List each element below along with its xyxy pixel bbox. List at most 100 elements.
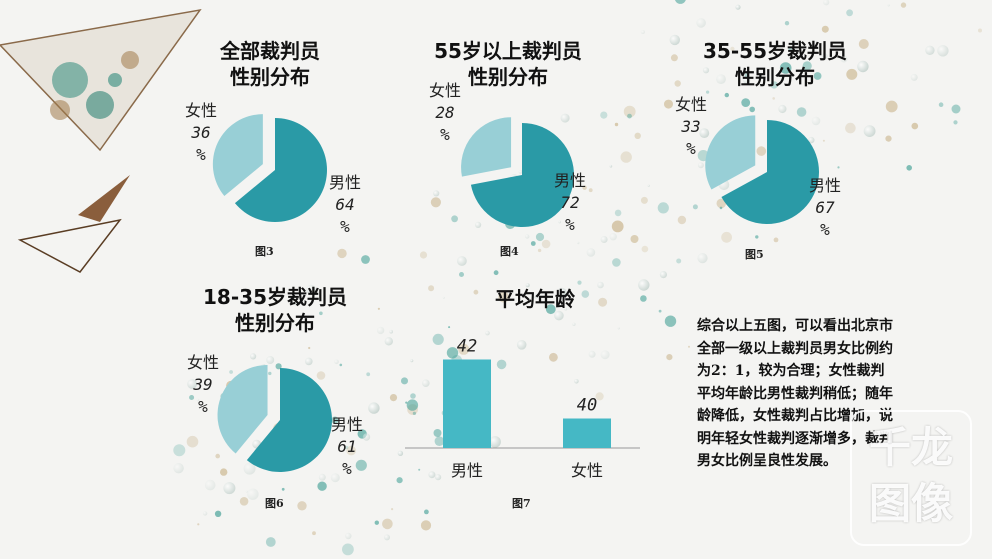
bubble xyxy=(339,363,343,367)
pie-slice-female xyxy=(461,117,512,177)
bubble xyxy=(574,379,579,384)
bubble xyxy=(419,251,428,259)
bubble xyxy=(197,523,200,526)
pie3-label-female: 女性 33% xyxy=(674,95,707,158)
bubble xyxy=(489,436,501,448)
bubble xyxy=(770,81,778,89)
bubble xyxy=(433,190,440,197)
bubble xyxy=(518,170,523,174)
pie4-title: 18-35岁裁判员 性别分布 xyxy=(203,285,347,335)
bubble xyxy=(337,248,347,259)
pie4-label-male: 男性 61% xyxy=(330,415,363,478)
bubble xyxy=(239,497,249,506)
bubble xyxy=(430,197,441,208)
bubble xyxy=(331,416,339,424)
pie1-title: 全部裁判员 性别分布 xyxy=(220,39,320,89)
bubble xyxy=(938,102,944,107)
bubble xyxy=(545,304,556,315)
bubble xyxy=(749,106,755,113)
bar-chart: 42 男性 40 女性 xyxy=(405,337,640,480)
bubble xyxy=(724,92,729,98)
bubble xyxy=(346,445,357,456)
bar-value-label: 42 xyxy=(457,337,477,357)
bubble xyxy=(669,34,680,46)
pie-slice-male xyxy=(246,368,332,472)
bubble xyxy=(412,411,416,415)
bubble xyxy=(457,256,467,266)
bubble xyxy=(887,4,890,7)
bubble xyxy=(811,116,821,126)
pie1-label-female: 女性 36% xyxy=(184,101,217,164)
bubble xyxy=(376,326,385,335)
bubble xyxy=(493,270,499,276)
bubble xyxy=(702,67,710,74)
bubble xyxy=(391,508,394,511)
bar-category-label: 女性 xyxy=(571,461,603,480)
bubble xyxy=(265,537,276,547)
bubble xyxy=(475,221,482,228)
pie-slice-male xyxy=(234,118,327,222)
bubble xyxy=(674,0,686,4)
bubble xyxy=(410,359,414,363)
bubble xyxy=(533,293,539,299)
pie1-caption: 图3 xyxy=(255,245,274,258)
bubble xyxy=(319,311,323,316)
summary-text: 综合以上五图，可以看出北京市全部一级以上裁判员男女比例约为2：1，较为合理；女性… xyxy=(697,318,893,469)
bubble xyxy=(813,72,822,80)
bubble xyxy=(735,4,741,10)
bubble xyxy=(516,340,527,350)
bubble xyxy=(187,379,198,389)
bubble xyxy=(640,29,646,35)
bar-category-label: 男性 xyxy=(451,461,483,480)
bubble xyxy=(951,104,961,114)
bubble xyxy=(401,377,408,385)
bubble xyxy=(275,363,282,370)
bubble xyxy=(525,283,530,288)
bubble xyxy=(779,62,792,74)
bubble xyxy=(688,345,690,348)
bubble xyxy=(406,399,419,411)
bubble xyxy=(451,215,458,223)
bubble xyxy=(345,445,349,450)
bubble xyxy=(396,477,403,484)
bubble xyxy=(525,234,530,239)
bubble xyxy=(432,333,444,345)
bubble xyxy=(428,471,436,479)
bubble xyxy=(384,337,393,346)
pie4-chart xyxy=(217,364,332,472)
bubble xyxy=(173,463,184,474)
bubble xyxy=(434,436,445,447)
bubble xyxy=(473,289,479,295)
bubble xyxy=(953,120,958,125)
bubble xyxy=(721,231,732,243)
pie2-caption: 图4 xyxy=(500,245,519,258)
bubble xyxy=(345,532,352,540)
bubble xyxy=(229,370,234,374)
bubble xyxy=(223,482,236,495)
bubble xyxy=(459,272,464,277)
bubble xyxy=(802,61,812,71)
pie3-caption: 图5 xyxy=(745,248,764,261)
bubble xyxy=(696,18,706,28)
bubble xyxy=(405,401,408,404)
bubble xyxy=(906,165,912,171)
bubble xyxy=(245,490,248,493)
bubble xyxy=(846,9,853,17)
pie4-caption: 图6 xyxy=(265,497,284,510)
bubble xyxy=(281,487,285,491)
bubble xyxy=(448,326,451,329)
bubble xyxy=(220,468,228,476)
bubble xyxy=(885,135,892,142)
bubble xyxy=(900,2,907,8)
bubble xyxy=(496,359,507,370)
bubble xyxy=(845,122,856,134)
bubble xyxy=(330,473,340,483)
bubble xyxy=(640,295,647,302)
bubble xyxy=(697,162,704,169)
bubble xyxy=(837,166,840,169)
bubble xyxy=(334,359,339,365)
bubble xyxy=(772,97,775,100)
bubble xyxy=(588,188,593,193)
bubble xyxy=(305,357,313,366)
bubble xyxy=(697,253,708,264)
